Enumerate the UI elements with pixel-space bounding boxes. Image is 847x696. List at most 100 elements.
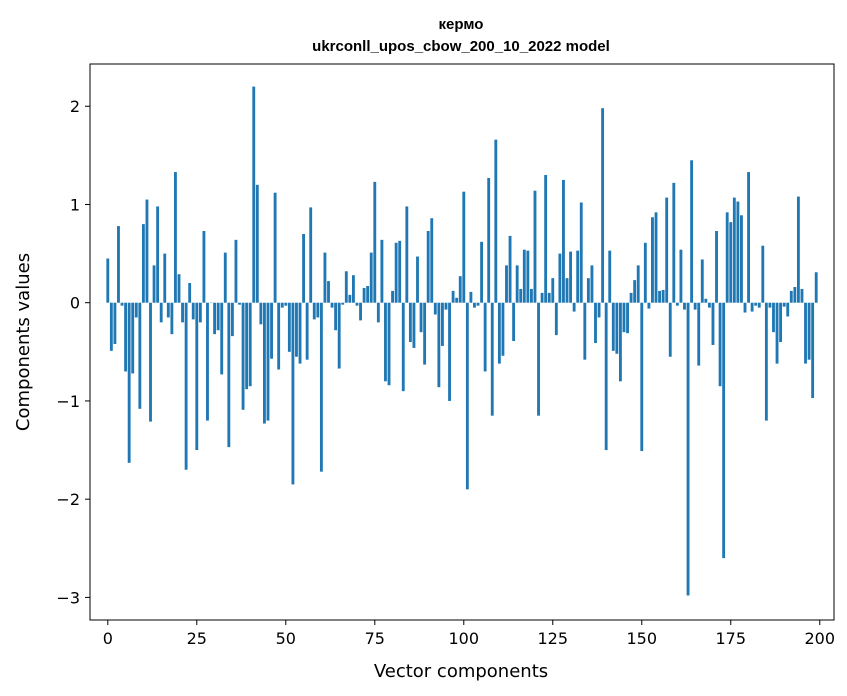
bar xyxy=(412,302,416,348)
bar xyxy=(508,235,512,303)
bar xyxy=(156,206,160,303)
bar xyxy=(302,233,306,303)
bar xyxy=(789,290,793,303)
bar xyxy=(537,302,540,416)
bar xyxy=(597,302,601,318)
bar xyxy=(216,302,220,331)
bar xyxy=(405,206,409,303)
bar xyxy=(658,290,661,303)
bar xyxy=(469,291,473,303)
bar xyxy=(341,302,345,305)
bar xyxy=(408,302,412,342)
bar xyxy=(316,302,320,318)
y-tick-label: −1 xyxy=(56,392,80,411)
bar xyxy=(579,202,583,303)
bar xyxy=(369,252,373,303)
bar xyxy=(814,272,818,303)
bar xyxy=(476,302,480,306)
bar xyxy=(152,265,156,303)
bar xyxy=(683,302,686,310)
bar xyxy=(138,302,142,409)
y-tick-label: −3 xyxy=(56,588,80,607)
bar xyxy=(241,302,245,410)
bar xyxy=(800,288,804,303)
bar xyxy=(416,256,419,303)
bar xyxy=(259,302,263,325)
bar xyxy=(348,294,352,303)
x-tick-label: 100 xyxy=(449,629,480,648)
bar xyxy=(729,222,733,303)
bar xyxy=(569,251,572,303)
bar xyxy=(401,302,405,392)
x-tick-label: 50 xyxy=(276,629,296,648)
bar xyxy=(384,302,387,382)
bar xyxy=(319,302,323,472)
bar xyxy=(124,302,128,372)
bar xyxy=(793,286,797,303)
bar xyxy=(679,249,683,303)
bar xyxy=(700,259,704,303)
x-tick-label: 75 xyxy=(365,629,385,648)
bar xyxy=(505,265,508,303)
bar xyxy=(490,302,494,416)
bar xyxy=(309,207,313,303)
x-tick-label: 125 xyxy=(538,629,569,648)
bar xyxy=(554,302,558,336)
bar xyxy=(594,302,597,343)
bars-group xyxy=(106,86,818,596)
bar xyxy=(647,302,651,309)
bar xyxy=(134,302,138,318)
bar xyxy=(601,108,605,303)
bar xyxy=(779,302,783,342)
y-tick-label: 1 xyxy=(70,195,80,214)
y-tick-label: 2 xyxy=(70,97,80,116)
bar xyxy=(263,302,266,424)
x-tick-label: 150 xyxy=(626,629,657,648)
bar xyxy=(170,302,174,335)
bar xyxy=(344,271,348,303)
bar xyxy=(141,224,145,303)
bar xyxy=(715,231,718,303)
bar xyxy=(512,302,516,342)
bar xyxy=(327,281,330,303)
bar xyxy=(305,302,309,360)
bar xyxy=(284,302,288,306)
bar xyxy=(654,212,658,303)
bar xyxy=(195,302,199,451)
bar xyxy=(227,302,231,448)
bar xyxy=(622,302,626,333)
bar xyxy=(202,231,206,303)
bar xyxy=(312,302,316,320)
bar xyxy=(618,302,622,382)
bar xyxy=(352,275,355,303)
y-axis-label: Components values xyxy=(13,253,34,431)
bar xyxy=(159,302,163,323)
bar xyxy=(441,302,444,346)
bar xyxy=(448,302,451,401)
bar xyxy=(387,302,391,386)
bar xyxy=(526,250,530,303)
bar xyxy=(323,252,327,303)
bar xyxy=(184,302,188,470)
bar xyxy=(430,218,434,303)
bar xyxy=(636,265,640,303)
bar xyxy=(583,302,587,360)
bar xyxy=(761,245,765,303)
bar xyxy=(462,191,466,303)
bar xyxy=(255,184,259,303)
bar xyxy=(565,278,569,303)
bar xyxy=(540,292,544,303)
bar xyxy=(633,280,637,303)
bar xyxy=(355,302,359,306)
bar xyxy=(451,290,455,303)
bar xyxy=(483,302,487,372)
bar xyxy=(337,302,341,369)
bar xyxy=(544,175,548,303)
bar xyxy=(433,302,437,315)
bar xyxy=(188,283,192,303)
bar xyxy=(711,302,715,345)
bar xyxy=(675,302,679,306)
bar xyxy=(750,302,754,312)
bar xyxy=(376,302,380,323)
bar xyxy=(764,302,768,421)
